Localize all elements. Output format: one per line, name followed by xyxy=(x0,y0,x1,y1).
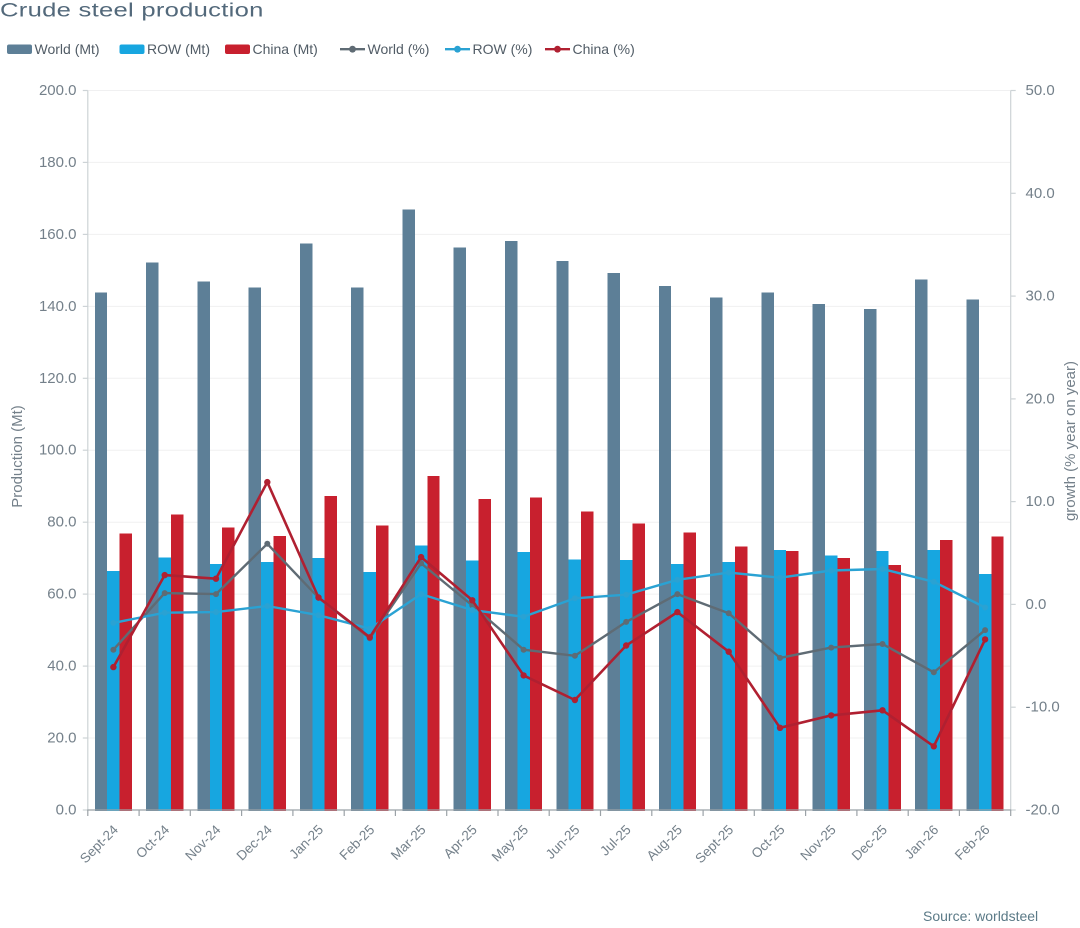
svg-text:50.0: 50.0 xyxy=(1026,82,1055,99)
svg-text:20.0: 20.0 xyxy=(1026,390,1055,407)
svg-text:World (%): World (%) xyxy=(368,41,430,57)
svg-text:China (%): China (%) xyxy=(573,41,635,57)
svg-text:10.0: 10.0 xyxy=(1026,493,1055,510)
svg-text:180.0: 180.0 xyxy=(39,154,77,171)
svg-text:60.0: 60.0 xyxy=(47,586,76,603)
svg-text:World (Mt): World (Mt) xyxy=(35,41,100,57)
svg-text:160.0: 160.0 xyxy=(39,226,77,243)
svg-text:growth (% year on year): growth (% year on year) xyxy=(1062,361,1079,521)
svg-text:80.0: 80.0 xyxy=(47,514,76,531)
svg-text:100.0: 100.0 xyxy=(39,442,77,459)
svg-text:0.0: 0.0 xyxy=(56,802,77,819)
svg-text:120.0: 120.0 xyxy=(39,370,77,387)
svg-text:-10.0: -10.0 xyxy=(1026,699,1060,716)
svg-text:Production (Mt): Production (Mt) xyxy=(9,405,26,508)
svg-text:40.0: 40.0 xyxy=(1026,185,1055,202)
svg-text:20.0: 20.0 xyxy=(47,730,76,747)
svg-text:30.0: 30.0 xyxy=(1026,288,1055,305)
svg-text:Source: worldsteel: Source: worldsteel xyxy=(923,908,1038,923)
svg-text:China (Mt): China (Mt) xyxy=(253,41,318,57)
svg-text:40.0: 40.0 xyxy=(47,658,76,675)
svg-text:0.0: 0.0 xyxy=(1026,596,1047,613)
svg-text:-20.0: -20.0 xyxy=(1026,802,1060,819)
svg-text:ROW (Mt): ROW (Mt) xyxy=(147,41,210,57)
svg-text:ROW (%): ROW (%) xyxy=(473,41,533,57)
svg-text:Crude steel production: Crude steel production xyxy=(0,0,264,21)
svg-text:140.0: 140.0 xyxy=(39,298,77,315)
svg-text:200.0: 200.0 xyxy=(39,82,77,99)
